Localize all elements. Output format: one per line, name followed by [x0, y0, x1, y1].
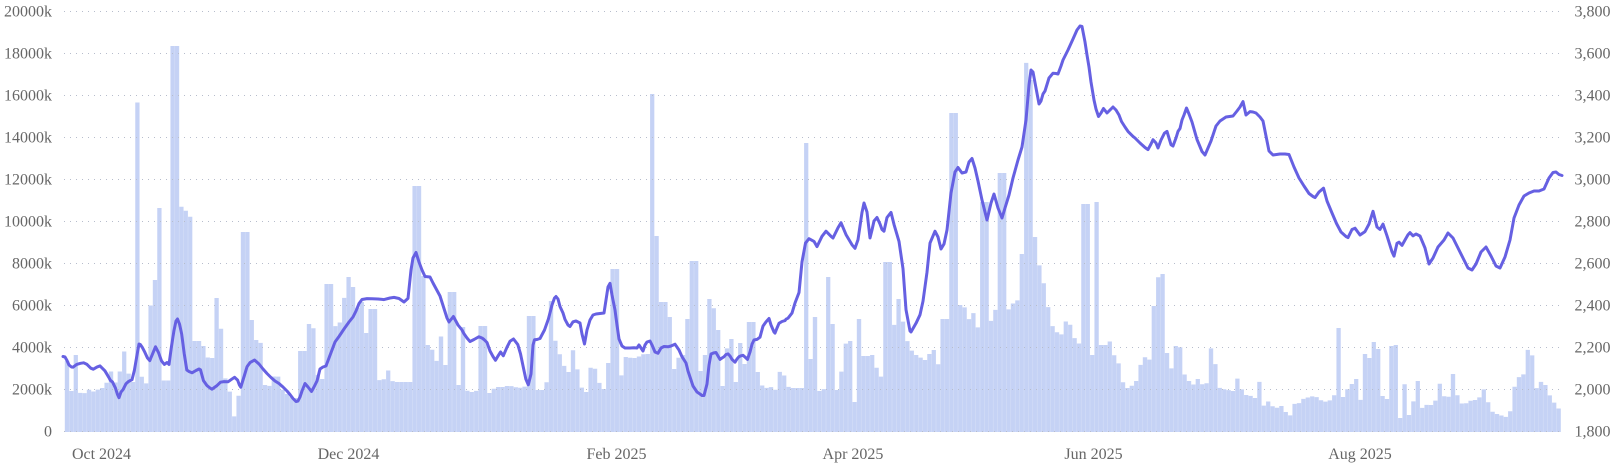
svg-text:Aug 2025: Aug 2025 [1328, 446, 1392, 463]
svg-text:14000k: 14000k [4, 130, 52, 147]
svg-text:2,200: 2,200 [1575, 340, 1611, 357]
svg-text:1,800: 1,800 [1575, 424, 1611, 441]
svg-text:3,400: 3,400 [1575, 88, 1611, 105]
svg-text:12000k: 12000k [4, 172, 52, 189]
svg-text:0: 0 [44, 424, 52, 441]
svg-text:4000k: 4000k [12, 340, 52, 357]
svg-text:3,200: 3,200 [1575, 130, 1611, 147]
svg-text:20000k: 20000k [4, 4, 52, 21]
svg-text:18000k: 18000k [4, 46, 52, 63]
svg-text:2,400: 2,400 [1575, 298, 1611, 315]
svg-text:Dec 2024: Dec 2024 [318, 446, 380, 463]
svg-text:Apr 2025: Apr 2025 [823, 446, 884, 463]
svg-text:Jun 2025: Jun 2025 [1064, 446, 1122, 463]
svg-text:8000k: 8000k [12, 256, 52, 273]
svg-text:2000k: 2000k [12, 382, 52, 399]
svg-text:6000k: 6000k [12, 298, 52, 315]
svg-text:2,800: 2,800 [1575, 214, 1611, 231]
svg-text:3,600: 3,600 [1575, 46, 1611, 63]
svg-text:Feb 2025: Feb 2025 [587, 446, 647, 463]
svg-text:Oct 2024: Oct 2024 [72, 446, 131, 463]
svg-text:10000k: 10000k [4, 214, 52, 231]
svg-text:3,000: 3,000 [1575, 172, 1611, 189]
svg-text:2,600: 2,600 [1575, 256, 1611, 273]
svg-text:16000k: 16000k [4, 88, 52, 105]
svg-text:3,800: 3,800 [1575, 4, 1611, 21]
svg-text:2,000: 2,000 [1575, 382, 1611, 399]
